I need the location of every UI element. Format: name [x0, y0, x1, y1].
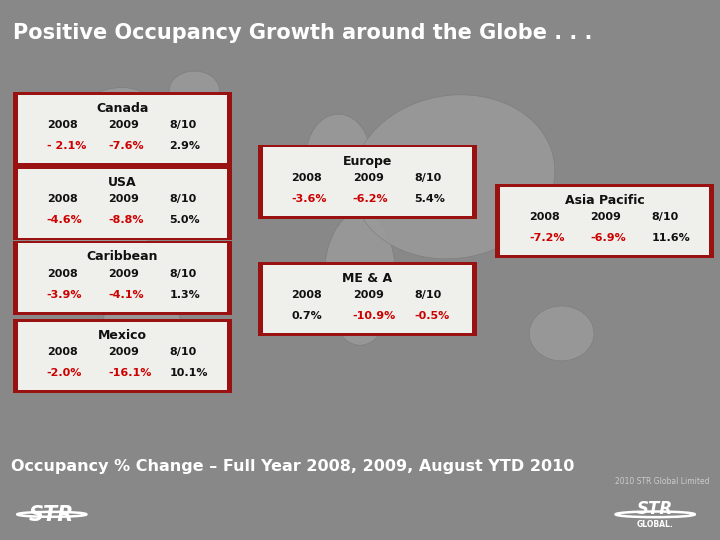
FancyBboxPatch shape [263, 147, 472, 216]
Text: 10.1%: 10.1% [169, 368, 207, 378]
Text: 2008: 2008 [529, 212, 560, 222]
Text: 2009: 2009 [590, 212, 621, 222]
FancyBboxPatch shape [263, 265, 472, 333]
Text: USA: USA [108, 176, 137, 189]
Text: -4.1%: -4.1% [108, 289, 143, 300]
FancyBboxPatch shape [258, 262, 477, 336]
Text: 2009: 2009 [108, 269, 139, 279]
Text: -0.5%: -0.5% [414, 311, 449, 321]
Text: -16.1%: -16.1% [108, 368, 151, 378]
FancyBboxPatch shape [13, 241, 232, 315]
FancyBboxPatch shape [500, 187, 709, 255]
Text: -7.6%: -7.6% [108, 141, 143, 151]
Text: 5.4%: 5.4% [414, 194, 445, 204]
FancyBboxPatch shape [13, 166, 232, 240]
Text: Europe: Europe [343, 154, 392, 167]
Text: -7.2%: -7.2% [529, 233, 564, 243]
FancyBboxPatch shape [495, 184, 714, 258]
Text: Occupancy % Change – Full Year 2008, 2009, August YTD 2010: Occupancy % Change – Full Year 2008, 200… [11, 460, 574, 474]
FancyBboxPatch shape [13, 92, 232, 166]
Text: Mexico: Mexico [98, 329, 147, 342]
FancyBboxPatch shape [18, 244, 227, 312]
Text: -10.9%: -10.9% [353, 311, 396, 321]
Text: 2.9%: 2.9% [169, 141, 200, 151]
FancyBboxPatch shape [258, 145, 477, 219]
Text: Caribbean: Caribbean [86, 251, 158, 264]
FancyBboxPatch shape [18, 94, 227, 163]
Text: -3.6%: -3.6% [292, 194, 327, 204]
Text: 2008: 2008 [47, 269, 78, 279]
Text: - 2.1%: - 2.1% [47, 141, 86, 151]
Text: 8/10: 8/10 [169, 194, 197, 205]
Text: -2.0%: -2.0% [47, 368, 82, 378]
Text: 1.3%: 1.3% [169, 289, 200, 300]
Text: 2009: 2009 [353, 173, 384, 183]
Text: STR: STR [637, 500, 673, 518]
Text: -3.9%: -3.9% [47, 289, 82, 300]
Text: ME & A: ME & A [342, 272, 392, 285]
Text: 2008: 2008 [292, 291, 323, 300]
Text: 8/10: 8/10 [169, 120, 197, 130]
Text: Positive Occupancy Growth around the Globe . . .: Positive Occupancy Growth around the Glo… [13, 23, 593, 43]
Text: 2010 STR Global Limited: 2010 STR Global Limited [615, 477, 709, 487]
Text: GLOBAL.: GLOBAL. [636, 520, 674, 529]
Text: 2008: 2008 [47, 347, 78, 357]
Text: 5.0%: 5.0% [169, 215, 200, 225]
FancyBboxPatch shape [18, 322, 227, 390]
Text: 8/10: 8/10 [414, 173, 441, 183]
Text: 11.6%: 11.6% [652, 233, 690, 243]
Text: 8/10: 8/10 [652, 212, 679, 222]
Text: -6.2%: -6.2% [353, 194, 388, 204]
Text: Canada: Canada [96, 102, 148, 114]
Text: -6.9%: -6.9% [590, 233, 626, 243]
Text: STR: STR [29, 505, 75, 525]
Text: 8/10: 8/10 [414, 291, 441, 300]
Ellipse shape [352, 95, 555, 259]
Text: 2009: 2009 [353, 291, 384, 300]
Text: 8/10: 8/10 [169, 269, 197, 279]
Ellipse shape [104, 279, 184, 388]
Text: 2009: 2009 [108, 120, 139, 130]
Text: 2009: 2009 [108, 347, 139, 357]
FancyBboxPatch shape [18, 169, 227, 238]
Text: 0.7%: 0.7% [292, 311, 323, 321]
Text: 8/10: 8/10 [169, 347, 197, 357]
Ellipse shape [25, 87, 176, 282]
Text: -8.8%: -8.8% [108, 215, 143, 225]
Ellipse shape [169, 71, 220, 110]
Text: 2008: 2008 [292, 173, 323, 183]
Text: 2009: 2009 [108, 194, 139, 205]
Text: -4.6%: -4.6% [47, 215, 83, 225]
Text: 2008: 2008 [47, 194, 78, 205]
Ellipse shape [306, 114, 371, 200]
Ellipse shape [529, 306, 594, 361]
Text: Asia Pacific: Asia Pacific [565, 194, 644, 207]
Text: 2008: 2008 [47, 120, 78, 130]
Ellipse shape [324, 212, 396, 345]
FancyBboxPatch shape [13, 319, 232, 393]
